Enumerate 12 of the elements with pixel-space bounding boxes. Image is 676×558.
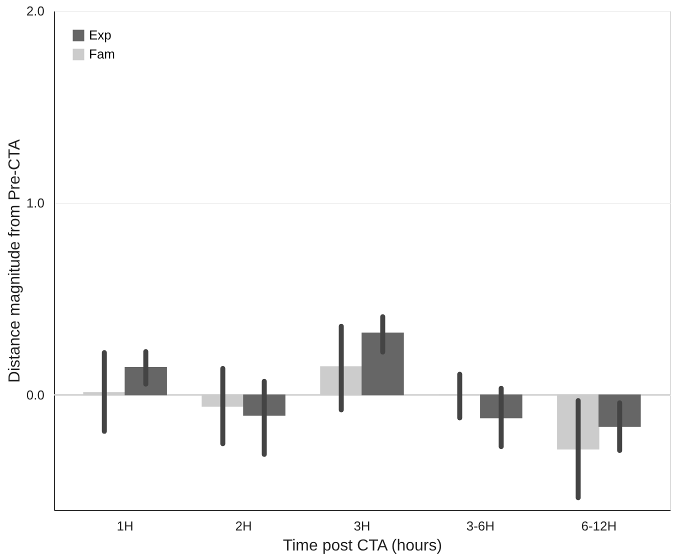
x-tick-label: 6-12H bbox=[581, 518, 617, 534]
y-axis-title: Distance magnitude from Pre-CTA bbox=[6, 139, 24, 383]
x-tick-label: 3H bbox=[354, 518, 370, 534]
y-tick-label: 1.0 bbox=[26, 195, 44, 210]
x-tick-label: 2H bbox=[235, 518, 252, 534]
x-tick-label: 3-6H bbox=[466, 518, 495, 534]
x-tick-label: 1H bbox=[116, 518, 134, 534]
y-tick-label: 2.0 bbox=[26, 4, 44, 18]
y-tick-label: 0.0 bbox=[26, 387, 44, 402]
legend-label: Exp bbox=[89, 28, 112, 42]
x-axis-title: Time post CTA (hours) bbox=[282, 538, 442, 554]
legend-label: Fam bbox=[89, 46, 115, 62]
